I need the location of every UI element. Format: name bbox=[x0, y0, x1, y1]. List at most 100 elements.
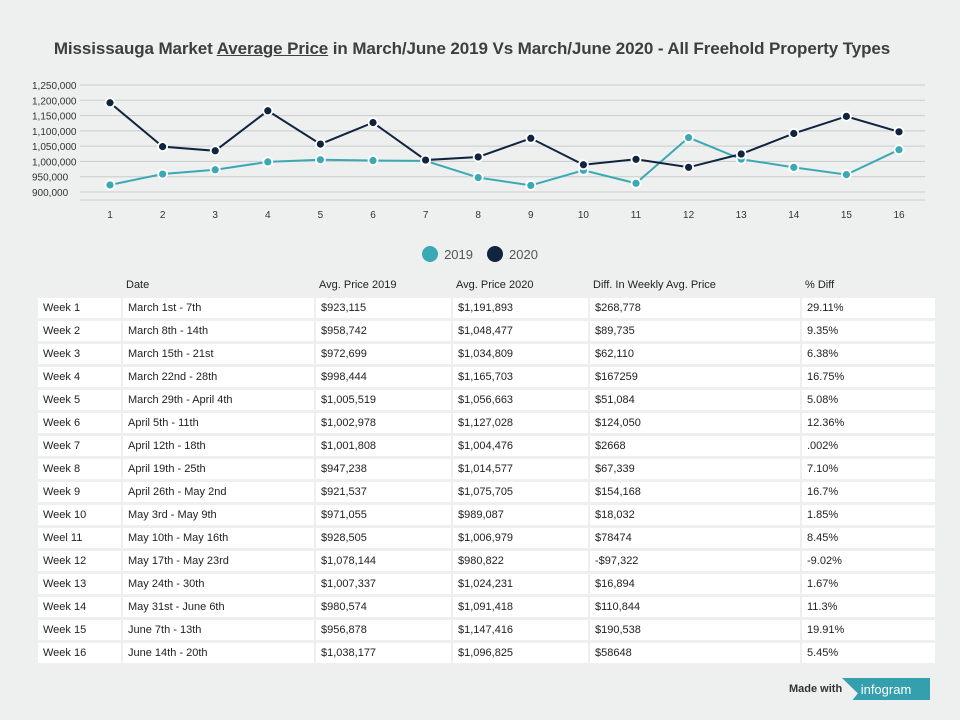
table-cell: April 12th - 18th bbox=[121, 436, 314, 456]
table-cell: 29.11% bbox=[800, 298, 935, 318]
table-cell: $980,574 bbox=[314, 597, 451, 617]
table-cell: Week 2 bbox=[38, 321, 121, 341]
series-line-2019 bbox=[109, 136, 900, 187]
table-cell: April 26th - May 2nd bbox=[121, 482, 314, 502]
y-tick-label: 950,000 bbox=[32, 173, 69, 184]
x-tick-label: 9 bbox=[528, 210, 534, 221]
table-cell: $1,091,418 bbox=[451, 597, 588, 617]
x-tick-label: 16 bbox=[893, 210, 905, 221]
table-cell: June 7th - 13th bbox=[121, 620, 314, 640]
table-cell: 19.91% bbox=[800, 620, 935, 640]
table-cell: $923,115 bbox=[314, 298, 451, 318]
table-cell: 8.45% bbox=[800, 528, 935, 548]
table-header-cell: % Diff bbox=[805, 279, 835, 291]
data-point-2020 bbox=[472, 151, 484, 163]
table-header-cell: Avg. Price 2020 bbox=[456, 279, 534, 291]
table-cell: $971,055 bbox=[314, 505, 451, 525]
table-cell: $998,444 bbox=[314, 367, 451, 387]
table-cell: $58648 bbox=[588, 643, 800, 663]
table-row: Week 9 April 26th - May 2nd $921,537 $1,075… bbox=[38, 482, 935, 502]
table-cell: $1,005,519 bbox=[314, 390, 451, 410]
data-point-2020 bbox=[157, 141, 169, 153]
table-cell: Week 14 bbox=[38, 597, 121, 617]
table-cell: Week 9 bbox=[38, 482, 121, 502]
data-point-2019 bbox=[788, 161, 800, 173]
table-row: Week 6 April 5th - 11th $1,002,978 $1,127,0… bbox=[38, 413, 935, 433]
table-cell: .002% bbox=[800, 436, 935, 456]
table-cell: $956,878 bbox=[314, 620, 451, 640]
table-row: Week 16 June 14th - 20th $1,038,177 $1,096,… bbox=[38, 643, 935, 663]
data-point-2020 bbox=[841, 110, 852, 122]
table-cell: 1.85% bbox=[800, 505, 935, 525]
x-tick-label: 15 bbox=[841, 210, 853, 221]
table-cell: $51,084 bbox=[588, 390, 800, 410]
data-point-2019 bbox=[262, 156, 274, 168]
table-header-cell bbox=[38, 275, 121, 295]
data-point-2019 bbox=[367, 155, 379, 166]
table-cell: $110,844 bbox=[588, 597, 800, 617]
table-cell: Week 4 bbox=[38, 367, 121, 387]
data-point-2019 bbox=[157, 168, 169, 180]
table-cell: 9.35% bbox=[800, 321, 935, 341]
table-cell: Week 7 bbox=[38, 436, 121, 456]
x-tick-label: 7 bbox=[423, 210, 429, 221]
data-point-2019 bbox=[841, 169, 852, 181]
brand-label: infogram bbox=[860, 681, 912, 697]
data-point-2020 bbox=[314, 138, 326, 150]
data-point-2019 bbox=[630, 177, 642, 189]
table-header-row: Date Avg. Price 2019 Avg. Price 2020 Diff. … bbox=[38, 275, 935, 295]
made-with-label: Made with bbox=[789, 683, 843, 695]
title-prefix: Mississauga Market bbox=[53, 39, 217, 58]
table-cell: $1,034,809 bbox=[451, 344, 588, 364]
data-point-2019 bbox=[893, 144, 905, 156]
data-point-2020 bbox=[209, 145, 221, 157]
infogram-logo[interactable]: infogram bbox=[842, 678, 930, 700]
data-point-2019 bbox=[104, 179, 116, 191]
y-tick-label: 1,000,000 bbox=[32, 157, 77, 168]
table-cell: $972,699 bbox=[314, 344, 451, 364]
table-cell: $124,050 bbox=[588, 413, 800, 433]
table-cell: $1,002,978 bbox=[314, 413, 451, 433]
table-cell: $1,191,893 bbox=[451, 298, 588, 318]
table-cell: Week 6 bbox=[38, 413, 121, 433]
table-cell: Week 13 bbox=[38, 574, 121, 594]
table-cell: $1,075,705 bbox=[451, 482, 588, 502]
legend-swatch bbox=[422, 246, 439, 262]
y-tick-label: 1,100,000 bbox=[32, 127, 77, 138]
table-cell: 16.7% bbox=[800, 482, 935, 502]
data-point-2020 bbox=[735, 148, 747, 160]
table-cell: May 3rd - May 9th bbox=[121, 505, 314, 525]
table-cell: 6.38% bbox=[800, 344, 935, 364]
table-cell: $1,056,663 bbox=[451, 390, 588, 410]
table-cell: May 24th - 30th bbox=[121, 574, 314, 594]
table-cell: $154,168 bbox=[588, 482, 800, 502]
table-cell: March 8th - 14th bbox=[121, 321, 314, 341]
table-cell: March 29th - April 4th bbox=[121, 390, 314, 410]
table-cell: 5.08% bbox=[800, 390, 935, 410]
table-cell: $958,742 bbox=[314, 321, 451, 341]
table-row: Week 14 May 31st - June 6th $980,574 $1,091… bbox=[38, 597, 935, 617]
table-header-cell: Diff. In Weekly Avg. Price bbox=[593, 279, 716, 291]
table-row: Week 13 May 24th - 30th $1,007,337 $1,024,2… bbox=[38, 574, 935, 594]
y-tick-label: 1,200,000 bbox=[32, 96, 77, 107]
table-cell: -9.02% bbox=[800, 551, 935, 571]
chart-title: Mississauga Market Average Price in Marc… bbox=[0, 39, 944, 59]
legend-label: 2020 bbox=[509, 246, 538, 262]
table-cell: $67,339 bbox=[588, 459, 800, 479]
table-cell: $190,538 bbox=[588, 620, 800, 640]
x-tick-label: 1 bbox=[107, 210, 113, 221]
legend-item[interactable]: 2019 bbox=[422, 246, 473, 262]
table-cell: May 31st - June 6th bbox=[121, 597, 314, 617]
x-tick-label: 3 bbox=[212, 210, 218, 221]
legend-item[interactable]: 2020 bbox=[487, 246, 538, 262]
table-cell: 1.67% bbox=[800, 574, 935, 594]
table-cell: April 5th - 11th bbox=[121, 413, 314, 433]
data-point-2020 bbox=[893, 126, 905, 138]
x-tick-label: 8 bbox=[475, 210, 481, 221]
table-cell: $1,038,177 bbox=[314, 643, 451, 663]
data-point-2019 bbox=[472, 172, 484, 183]
table-cell: March 1st - 7th bbox=[121, 298, 314, 318]
x-tick-label: 14 bbox=[788, 210, 800, 221]
y-tick-label: 1,050,000 bbox=[32, 142, 77, 153]
table-row: Week 10 May 3rd - May 9th $971,055 $989,087… bbox=[38, 505, 935, 525]
